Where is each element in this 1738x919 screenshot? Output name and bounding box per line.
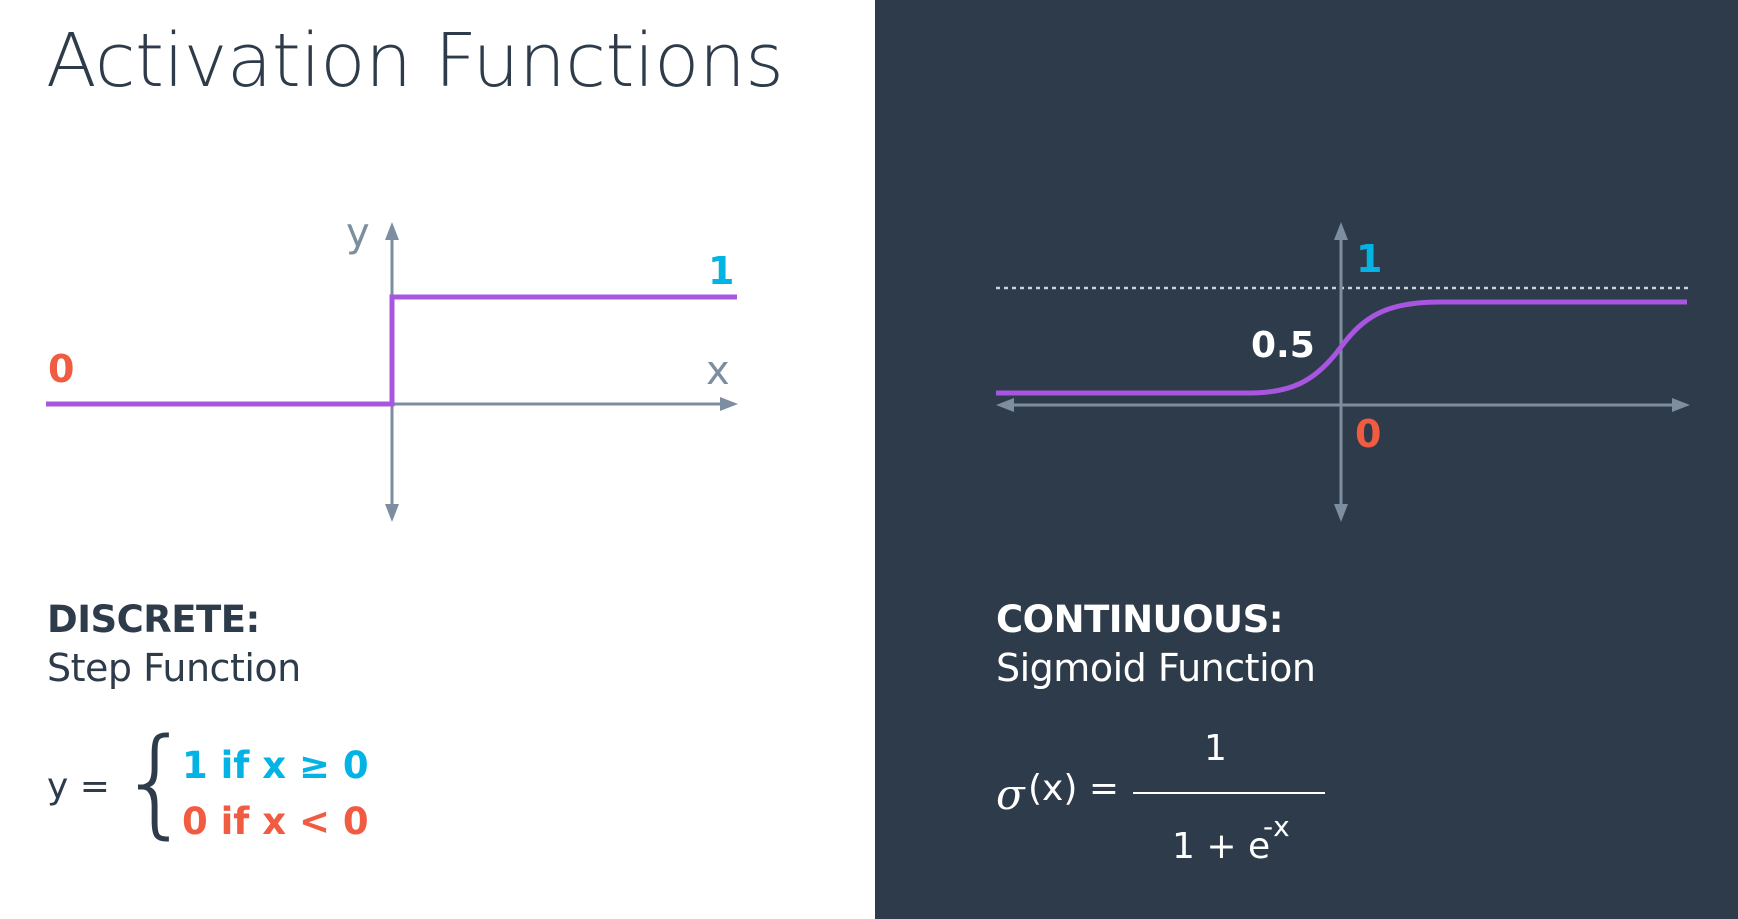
sigmoid-formula-numerator: 1 [1204, 728, 1227, 769]
step-low-label: 0 [48, 347, 74, 391]
step-function-subheading: Step Function [47, 646, 301, 690]
step-function-graph: y x 1 0 [46, 210, 738, 522]
sigmoid-formula-exponent: -x [1263, 810, 1290, 843]
sigmoid-x-axis-arrow-left [996, 398, 1014, 412]
step-formula-case-zero: 0 if x < 0 [182, 800, 369, 843]
sigmoid-low-label: 0 [1355, 412, 1381, 456]
sigmoid-formula-denominator: 1 + e [1172, 826, 1271, 867]
step-x-axis-label: x [706, 348, 730, 394]
step-formula-brace: { [118, 712, 194, 850]
sigmoid-x-axis-arrow-right [1672, 398, 1690, 412]
sigmoid-high-label: 1 [1356, 237, 1382, 281]
step-y-axis-arrow-up [385, 222, 399, 240]
discrete-heading: DISCRETE: [47, 598, 260, 641]
step-formula-lhs: y = [47, 766, 110, 807]
left-panel [0, 0, 875, 919]
right-panel [875, 0, 1738, 919]
sigmoid-formula-lhs: (x) = [1028, 768, 1120, 809]
step-formula-case-one: 1 if x ≥ 0 [182, 744, 369, 787]
step-y-axis-arrow-down [385, 504, 399, 522]
sigmoid-formula-fraction-bar [1133, 792, 1325, 794]
continuous-heading: CONTINUOUS: [996, 598, 1284, 641]
sigmoid-mid-label: 0.5 [1251, 325, 1315, 366]
step-high-label: 1 [708, 249, 734, 293]
sigmoid-function-graph: 1 0.5 0 [996, 222, 1690, 522]
sigmoid-function-subheading: Sigmoid Function [996, 646, 1316, 690]
sigmoid-y-axis-arrow-up [1334, 222, 1348, 240]
step-x-axis-arrow [720, 397, 738, 411]
step-curve [46, 294, 737, 407]
sigmoid-formula-symbol: σ [996, 770, 1025, 819]
page-title: Activation Functions [46, 18, 784, 104]
sigmoid-y-axis-arrow-down [1334, 504, 1348, 522]
sigmoid-curve [996, 299, 1687, 396]
step-y-axis-label: y [346, 210, 370, 256]
